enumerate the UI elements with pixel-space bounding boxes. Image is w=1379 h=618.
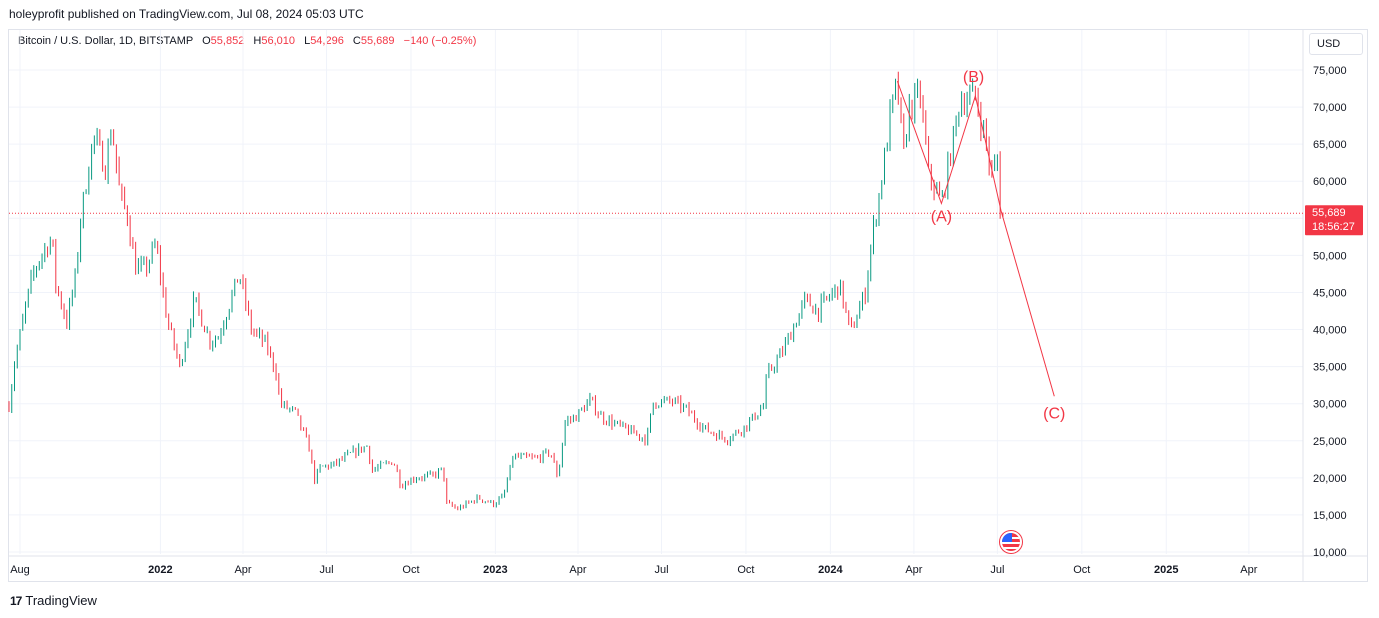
- symbol-legend[interactable]: Bitcoin / U.S. Dollar, 1D, BITSTAMP O55,…: [18, 35, 476, 47]
- close-label: C: [352, 35, 361, 47]
- y-tick-label: 30,000: [1313, 399, 1347, 411]
- price-tag-countdown: 18:56:27: [1312, 221, 1355, 233]
- x-tick-label: Apr: [234, 564, 251, 576]
- x-tick-label: Jul: [990, 564, 1004, 576]
- x-tick-label: Jul: [320, 564, 334, 576]
- grid-lines: [9, 30, 1367, 581]
- wave-label: (C): [1043, 405, 1065, 422]
- price-axis: 75,00070,00065,00060,00055,00050,00045,0…: [1313, 65, 1347, 559]
- high-value: 56,010: [261, 35, 295, 47]
- open-label: O: [202, 35, 211, 47]
- open-value: 55,852: [210, 35, 245, 47]
- time-axis: Aug 2022 Apr Jul Oct 2023 Apr Jul Oct 2024 Apr Jul O…: [10, 564, 1258, 576]
- x-tick-label: 2022: [148, 564, 172, 576]
- low-label: L: [304, 35, 311, 47]
- x-tick-label: Apr: [905, 564, 922, 576]
- close-value: 55,689: [360, 35, 395, 47]
- high-label: H: [253, 35, 262, 47]
- price-tag-value: 55,689: [1312, 207, 1346, 219]
- y-tick-label: 40,000: [1313, 325, 1347, 337]
- wave-labels: (A) (B) (C): [931, 69, 1066, 422]
- change-value: −140 (−0.25%): [403, 35, 477, 47]
- y-tick-label: 45,000: [1313, 287, 1347, 299]
- y-tick-label: 25,000: [1313, 436, 1347, 448]
- last-price-tag: 55,689 18:56:27: [1305, 205, 1363, 236]
- y-tick-label: 60,000: [1313, 176, 1347, 188]
- wave-projection-line: [896, 80, 1055, 397]
- y-tick-label: 75,000: [1313, 65, 1347, 77]
- y-tick-label: 35,000: [1313, 362, 1347, 374]
- tradingview-label: TradingView: [25, 593, 97, 608]
- x-tick-label: Oct: [402, 564, 419, 576]
- wave-label: (B): [963, 69, 984, 86]
- x-tick-label: Oct: [737, 564, 754, 576]
- currency-button[interactable]: USD: [1309, 33, 1363, 55]
- price-tag-box: [1305, 205, 1363, 236]
- y-tick-label: 15,000: [1313, 510, 1347, 522]
- x-tick-label: Apr: [1240, 564, 1257, 576]
- chart-frame: [8, 29, 1368, 582]
- x-tick-label: 2024: [818, 564, 843, 576]
- x-tick-label: Apr: [569, 564, 586, 576]
- symbol-name: Bitcoin / U.S. Dollar, 1D, BITSTAMP: [18, 35, 194, 47]
- tradingview-logo-icon: 17: [10, 593, 22, 608]
- x-tick-label: Aug: [10, 564, 30, 576]
- published-by: holeyprofit published on TradingView.com…: [9, 7, 364, 21]
- elliott-projection: [9, 80, 1303, 397]
- us-flag-icon[interactable]: [1000, 531, 1022, 553]
- candles: [8, 71, 1004, 511]
- y-tick-label: 10,000: [1313, 547, 1347, 559]
- y-tick-label: 50,000: [1313, 250, 1347, 262]
- x-tick-label: Jul: [654, 564, 668, 576]
- tradingview-brand[interactable]: 17 TradingView: [10, 593, 97, 608]
- x-tick-label: 2023: [483, 564, 507, 576]
- x-tick-label: 2025: [1154, 564, 1178, 576]
- y-tick-label: 65,000: [1313, 139, 1347, 151]
- y-tick-label: 70,000: [1313, 102, 1347, 114]
- x-tick-label: Oct: [1073, 564, 1090, 576]
- wave-label: (A): [931, 208, 952, 225]
- y-tick-label: 20,000: [1313, 473, 1347, 485]
